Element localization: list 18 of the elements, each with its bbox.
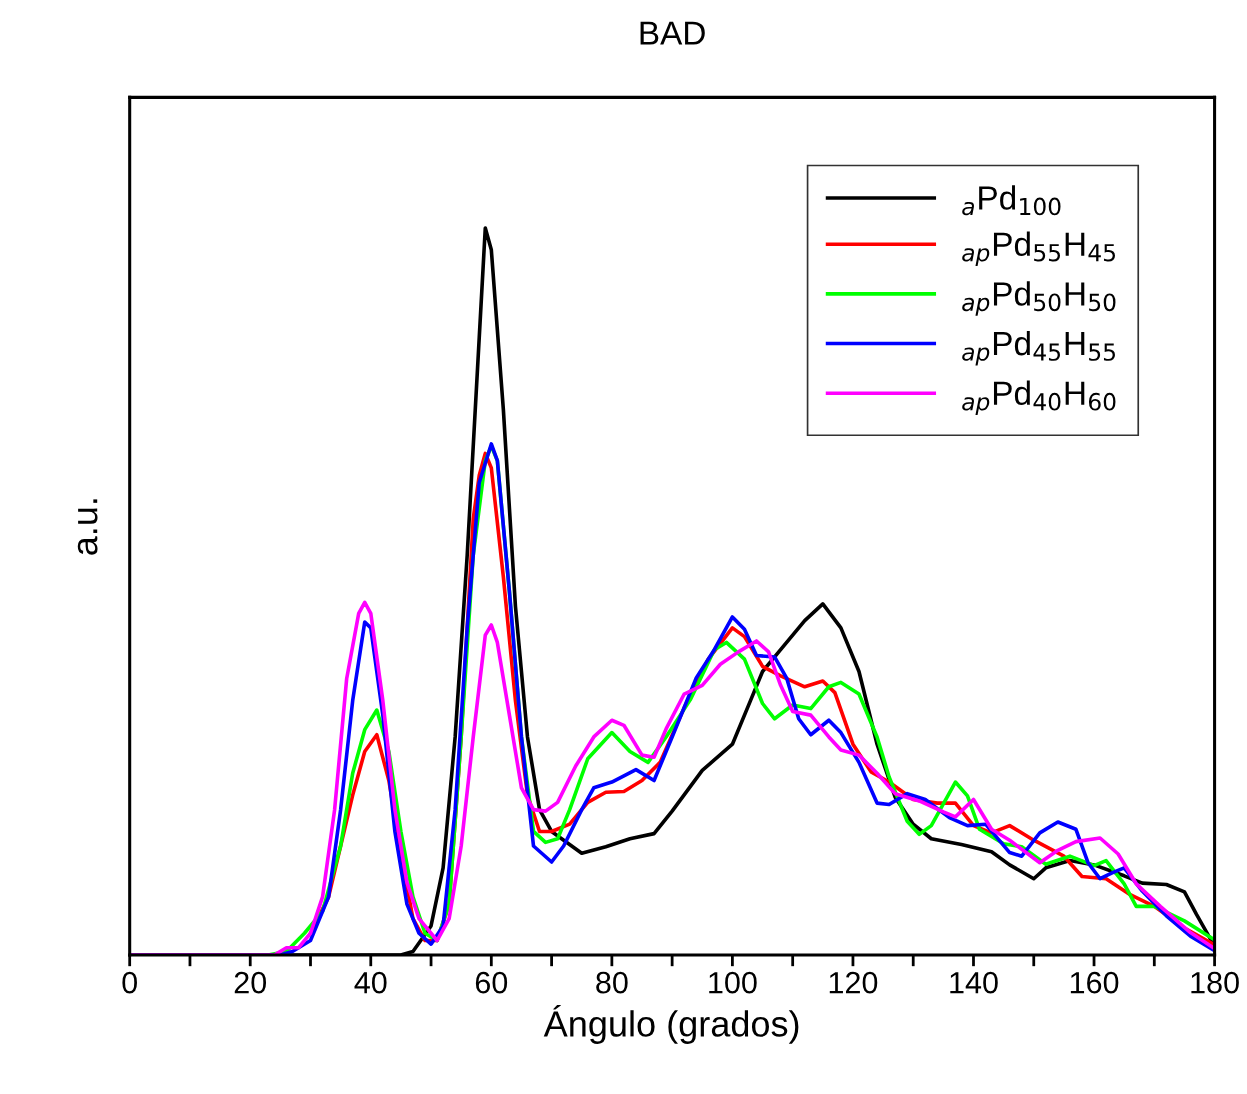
x-tick-label: 120 [829, 971, 878, 994]
legend-label: $_{ap}$Pd$_{45}$H$_{55}$ [962, 330, 1115, 366]
x-tick-label: 160 [1070, 971, 1119, 994]
x-tick-label: 40 [354, 971, 387, 994]
x-tick-label: 60 [475, 971, 508, 994]
legend-label: $_{ap}$Pd$_{55}$H$_{45}$ [962, 231, 1115, 267]
x-tick-label: 100 [709, 971, 757, 994]
x-tick-label: 0 [122, 971, 137, 994]
chart-title: BAD [640, 21, 705, 45]
legend-label: $_{ap}$Pd$_{40}$H$_{60}$ [962, 380, 1116, 416]
x-tick-label: 140 [950, 971, 998, 994]
legend-label: $_{a}$Pd$_{100}$ [962, 185, 1061, 216]
x-tick-label: 180 [1191, 971, 1239, 994]
x-axis-title: Ángulo (grados) [543, 1005, 799, 1044]
x-tick-label: 20 [234, 971, 267, 994]
legend-label: $_{ap}$Pd$_{50}$H$_{50}$ [962, 281, 1116, 316]
y-axis-title: a.u. [77, 499, 98, 555]
x-tick-label: 80 [596, 971, 628, 994]
